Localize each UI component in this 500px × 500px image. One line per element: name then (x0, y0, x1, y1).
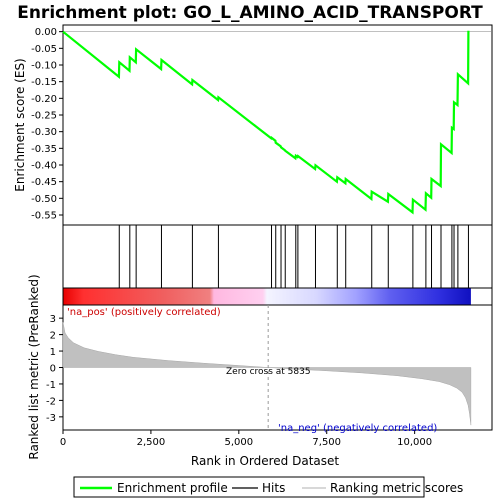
hits-panel (62, 224, 493, 289)
enrichment-profile-line (62, 30, 470, 215)
metric-tick-label: -3 (46, 413, 56, 424)
x-tick-label: 2,500 (137, 437, 166, 448)
legend-box (73, 476, 425, 498)
metric-tick-label: -2 (46, 396, 56, 407)
metric-tick-label: 3 (50, 314, 56, 325)
es-tick-label: -0.05 (31, 44, 57, 55)
es-panel (62, 24, 493, 226)
positive-label: 'na_pos' (positively correlated) (67, 307, 221, 318)
hits-marks (118, 225, 469, 288)
metric-tick-label: 1 (50, 347, 56, 358)
es-tick-label: -0.50 (31, 194, 57, 205)
chart-title: Enrichment plot: GO_L_AMINO_ACID_TRANSPO… (17, 3, 483, 23)
es-tick-label: -0.45 (31, 177, 57, 188)
es-tick-label: -0.35 (31, 144, 57, 155)
legend-metric-label: Ranking metric scores (330, 481, 463, 495)
metric-tick-label: 0 (50, 364, 56, 375)
zero-cross-label: Zero cross at 5835 (226, 367, 311, 377)
es-tick-label: -0.25 (31, 111, 57, 122)
x-tick-label: 10,000 (397, 437, 432, 448)
es-axis-ticks: 0.00 -0.05 -0.10 -0.15 -0.20 -0.25 -0.30 -0.35 -… (31, 27, 63, 222)
x-axis-ticks: 0 2,500 5,000 7,500 10,000 (60, 430, 432, 448)
es-tick-label: -0.10 (31, 61, 57, 72)
legend-es-label: Enrichment profile (117, 481, 228, 495)
ranking-color-bar (63, 288, 471, 305)
es-tick-label: -0.40 (31, 161, 57, 172)
x-tick-label: 0 (60, 437, 66, 448)
x-axis-label: Rank in Ordered Dataset (191, 454, 339, 468)
es-tick-label: -0.30 (31, 127, 57, 138)
es-tick-label: 0.00 (35, 27, 57, 38)
ranking-metric-area (62, 322, 472, 426)
x-tick-label: 7,500 (312, 437, 341, 448)
metric-tick-label: -1 (46, 380, 56, 391)
metric-axis-ticks: 3 2 1 0 -1 -2 -3 (46, 314, 63, 424)
y-axis-label-bottom: Ranked list metric (PreRanked) (27, 274, 41, 459)
x-tick-label: 5,000 (224, 437, 253, 448)
es-tick-label: -0.20 (31, 94, 57, 105)
es-tick-label: -0.15 (31, 77, 57, 88)
y-axis-label-top: Enrichment score (ES) (13, 58, 27, 191)
es-tick-label: -0.55 (31, 211, 57, 222)
metric-tick-label: 2 (50, 331, 56, 342)
legend-hits-label: Hits (262, 481, 285, 495)
negative-label: 'na_neg' (negatively correlated) (278, 423, 437, 434)
